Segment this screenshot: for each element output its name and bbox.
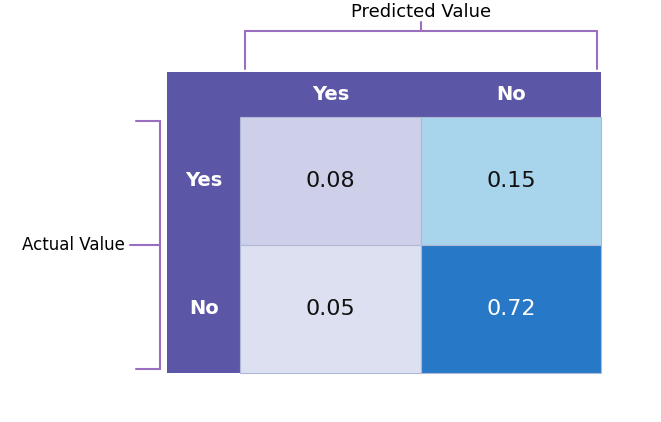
Bar [241, 245, 421, 373]
Text: Actual Value: Actual Value [22, 236, 126, 254]
Text: No: No [496, 85, 526, 104]
Text: 0.08: 0.08 [306, 171, 356, 191]
Text: Predicted Value: Predicted Value [351, 3, 491, 21]
Text: Yes: Yes [185, 171, 223, 190]
Bar [421, 117, 602, 245]
Text: 0.15: 0.15 [486, 171, 536, 191]
Text: Yes: Yes [312, 85, 350, 104]
Text: 0.05: 0.05 [306, 299, 356, 319]
Text: No: No [189, 299, 219, 318]
Bar [241, 117, 421, 245]
Text: 0.72: 0.72 [486, 299, 536, 319]
Bar [167, 73, 602, 373]
Bar [421, 245, 602, 373]
